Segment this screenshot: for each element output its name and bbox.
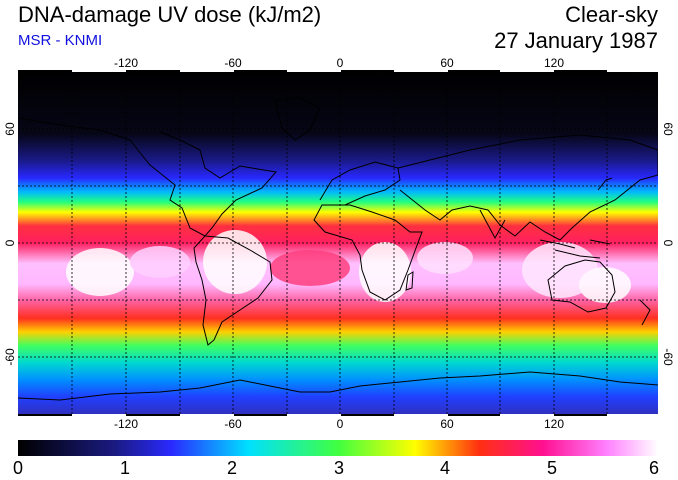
colorbar-label: 6 bbox=[648, 458, 660, 478]
lat-tick-left: 0 bbox=[3, 239, 17, 246]
lon-tick-top: -60 bbox=[224, 56, 242, 70]
colorbar-label: 2 bbox=[226, 458, 238, 478]
colorbar-label: 3 bbox=[333, 458, 345, 478]
lat-tick-right: 0 bbox=[661, 240, 675, 247]
colorbar-label: 0 bbox=[12, 458, 24, 478]
map-title: DNA-damage UV dose (kJ/m2) bbox=[18, 2, 322, 27]
lon-tick-top: 0 bbox=[337, 56, 344, 70]
lat-tick-right: 60 bbox=[661, 122, 675, 136]
high-dose-patches bbox=[66, 230, 631, 303]
coastlines bbox=[18, 97, 658, 401]
lon-tick-bottom: 0 bbox=[337, 417, 344, 431]
lon-tick-bottom: 120 bbox=[544, 417, 564, 431]
sky-condition-label: Clear-sky bbox=[565, 2, 658, 27]
lon-tick-top: 60 bbox=[440, 56, 454, 70]
lon-tick-bottom: -60 bbox=[224, 417, 242, 431]
lat-tick-right: -60 bbox=[661, 348, 675, 366]
colorbar-label: 1 bbox=[119, 458, 131, 478]
date-label: 27 January 1987 bbox=[494, 28, 658, 53]
colorbar bbox=[18, 440, 658, 456]
source-label: MSR - KNMI bbox=[18, 32, 103, 49]
colorbar-label: 4 bbox=[439, 458, 451, 478]
lat-tick-left: -60 bbox=[3, 348, 17, 366]
lon-tick-bottom: -120 bbox=[114, 417, 138, 431]
graticule bbox=[18, 72, 658, 414]
lat-tick-left: 60 bbox=[3, 122, 17, 136]
lon-tick-top: 120 bbox=[544, 56, 564, 70]
lon-tick-top: -120 bbox=[114, 56, 138, 70]
lon-tick-bottom: 60 bbox=[440, 417, 454, 431]
colorbar-label: 5 bbox=[546, 458, 558, 478]
